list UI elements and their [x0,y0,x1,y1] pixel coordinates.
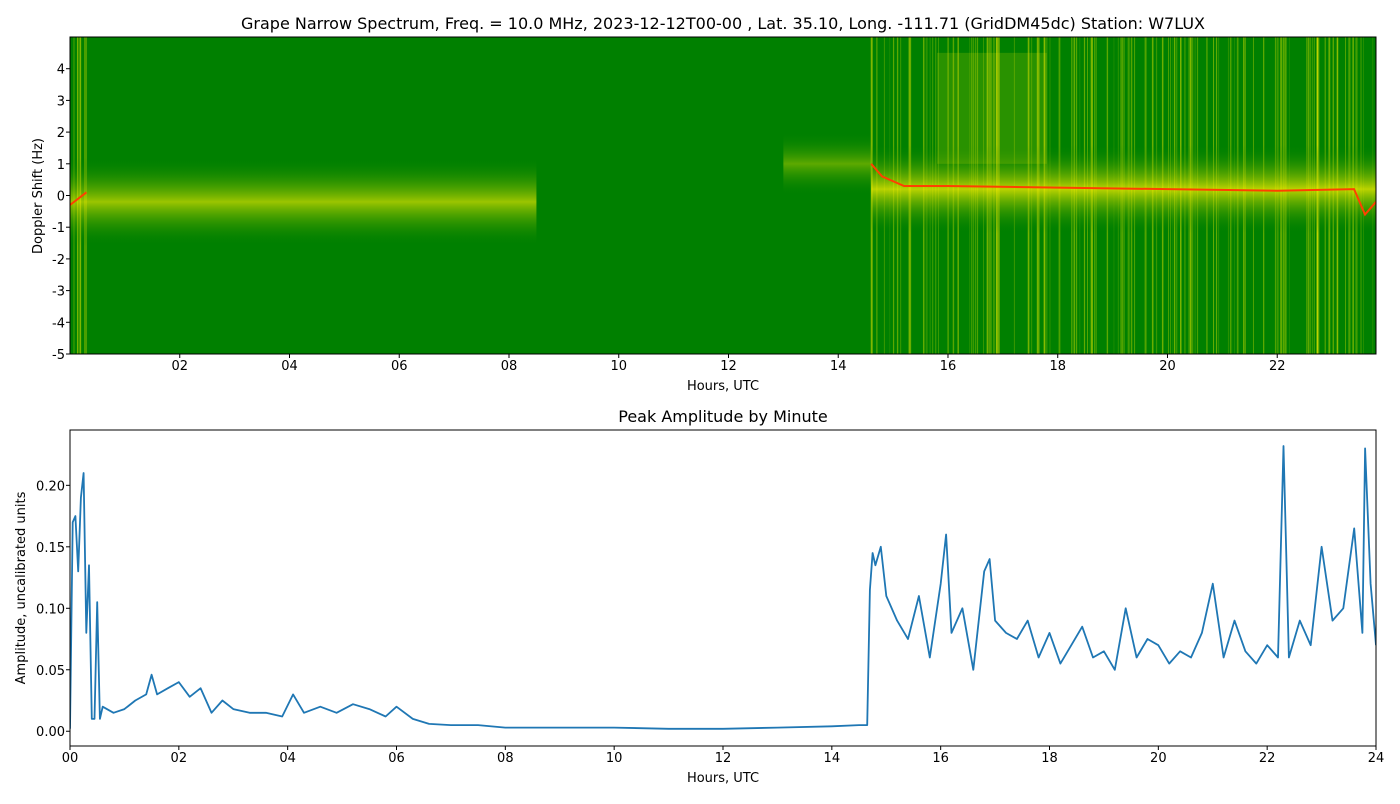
peak-doppler-trace-early [70,191,88,206]
spectrogram-y-label: Doppler Shift (Hz) [31,138,46,254]
y-tick-label: 3 [57,94,65,109]
amplitude-title: Peak Amplitude by Minute [618,407,828,426]
x-tick-label: 12 [715,751,732,766]
y-tick-label: 4 [57,63,65,78]
spectrogram-plot [70,37,1376,354]
x-tick-label: 20 [1150,751,1167,766]
y-tick-label: -5 [52,348,65,363]
x-tick-label: 10 [606,751,623,766]
x-tick-label: 14 [824,751,841,766]
y-tick-label: 0.20 [36,479,65,494]
x-tick-label: 16 [940,359,957,374]
spectrogram-x-ticks: 02 04 06 08 10 12 14 16 18 20 22 [171,354,1286,374]
x-tick-label: 16 [932,751,949,766]
x-tick-label: 08 [501,359,518,374]
amplitude-y-label: Amplitude, uncalibrated units [14,491,29,684]
x-tick-label: 02 [171,751,188,766]
y-tick-label: 0.05 [36,664,65,679]
amplitude-plot [70,445,1376,730]
amplitude-frame [69,429,1377,747]
x-tick-label: 14 [830,359,847,374]
amplitude-y-ticks: 0.00 0.05 0.10 0.15 0.20 [36,479,70,740]
x-tick-label: 22 [1259,751,1276,766]
spectrogram-x-label: Hours, UTC [687,379,759,394]
x-tick-label: 04 [279,751,296,766]
x-tick-label: 12 [720,359,737,374]
x-tick-label: 22 [1269,359,1286,374]
x-tick-label: 04 [281,359,298,374]
x-tick-label: 20 [1159,359,1176,374]
peak-doppler-trace-day [870,163,1376,217]
x-tick-label: 06 [388,751,405,766]
x-tick-label: 02 [171,359,188,374]
signal-band-dawn [783,132,872,196]
y-tick-label: 0.10 [36,602,65,617]
signal-band-early [70,157,537,247]
x-tick-label: 00 [62,751,79,766]
x-tick-label: 18 [1041,751,1058,766]
y-tick-label: -3 [52,285,65,300]
y-tick-label: 1 [57,158,65,173]
y-tick-label: 0.15 [36,541,65,556]
y-tick-label: 2 [57,126,65,141]
amplitude-x-ticks: 00 02 04 06 08 10 12 14 16 18 20 22 24 [62,746,1385,766]
spectrogram-y-ticks: -5 -4 -3 -2 -1 0 1 2 3 4 [52,63,70,363]
y-tick-label: -1 [52,221,65,236]
amplitude-x-label: Hours, UTC [687,771,759,786]
x-tick-label: 06 [391,359,408,374]
y-tick-label: 0.00 [36,725,65,740]
spectrum-title: Grape Narrow Spectrum, Freq. = 10.0 MHz,… [241,14,1205,33]
y-tick-label: 0 [57,190,65,205]
y-tick-label: -2 [52,253,65,268]
x-tick-label: 10 [610,359,627,374]
x-tick-label: 18 [1049,359,1066,374]
amplitude-series-line [70,445,1376,730]
y-tick-label: -4 [52,316,65,331]
x-tick-label: 08 [497,751,514,766]
signal-spread [937,52,1047,164]
x-tick-label: 24 [1368,751,1385,766]
